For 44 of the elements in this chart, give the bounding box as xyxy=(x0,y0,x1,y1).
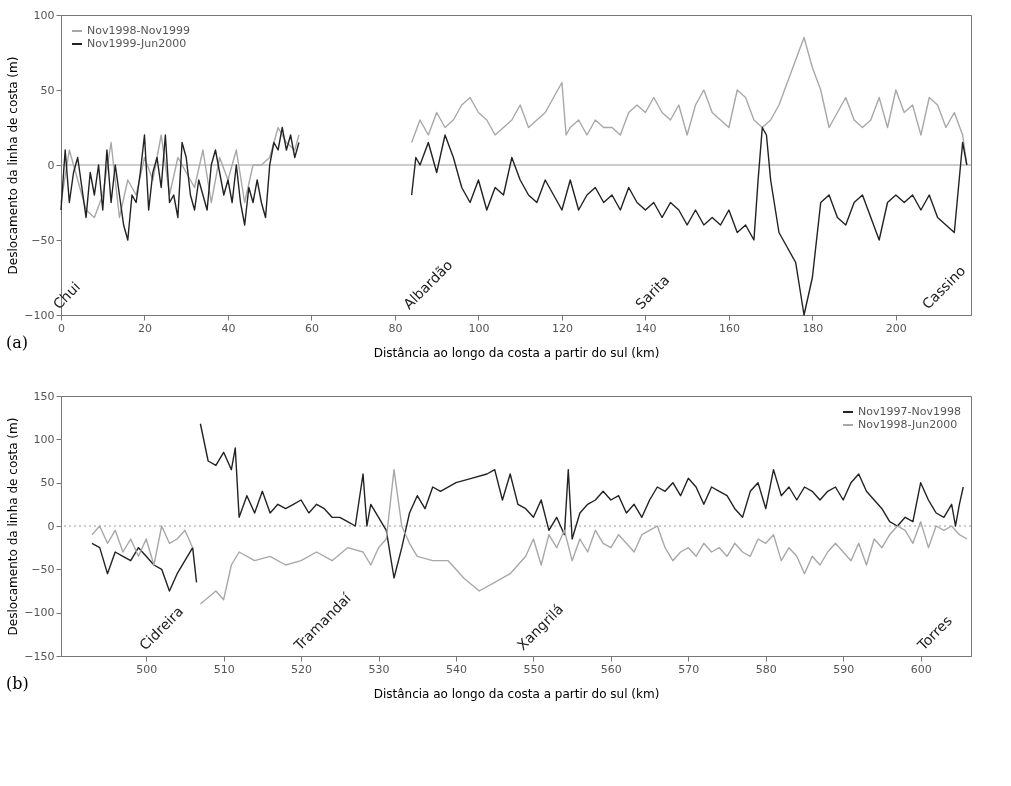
legend-label: Nov1998-Jun2000 xyxy=(858,418,958,431)
x-tick-label: 560 xyxy=(600,662,622,676)
legend-label: Nov1998-Nov1999 xyxy=(87,24,190,37)
x-tick-label: 580 xyxy=(755,662,777,676)
x-tick-label: 0 xyxy=(58,321,65,335)
y-tick-label: 100 xyxy=(33,432,55,446)
x-tick-label: 540 xyxy=(445,662,467,676)
x-tick-label: 520 xyxy=(291,662,313,676)
x-tick-label: 80 xyxy=(388,321,403,335)
x-axis-title: Distância ao longo da costa a partir do sul (km) xyxy=(373,345,660,360)
x-tick-label: 160 xyxy=(718,321,740,335)
x-tick-label: 590 xyxy=(833,662,855,676)
y-tick-label: 50 xyxy=(40,83,55,97)
x-axis-title: Distância ao longo da costa a partir do sul (km) xyxy=(373,686,660,701)
y-tick-label: 50 xyxy=(40,476,55,490)
x-tick-label: 530 xyxy=(368,662,390,676)
x-tick-label: 200 xyxy=(885,321,907,335)
y-tick-label: 0 xyxy=(47,158,55,172)
x-tick-label: 60 xyxy=(304,321,319,335)
y-tick-label: −50 xyxy=(31,562,55,576)
y-tick-label: −100 xyxy=(24,606,55,620)
x-tick-label: 550 xyxy=(523,662,545,676)
x-tick-label: 570 xyxy=(678,662,700,676)
x-tick-label: 100 xyxy=(468,321,490,335)
x-tick-label: 120 xyxy=(551,321,573,335)
y-tick-label: 0 xyxy=(47,519,55,533)
y-tick-label: 150 xyxy=(33,389,55,403)
x-tick-label: 180 xyxy=(802,321,824,335)
y-axis-title: Deslocamento da linha de costa (m) xyxy=(6,56,21,275)
x-tick-label: 510 xyxy=(213,662,235,676)
text: (a) xyxy=(6,333,29,352)
legend-label: Nov1999-Jun2000 xyxy=(87,37,187,50)
text: (b) xyxy=(6,674,29,693)
y-tick-label: −100 xyxy=(24,308,55,322)
x-tick-label: 500 xyxy=(136,662,158,676)
x-tick-label: 20 xyxy=(137,321,152,335)
legend-label: Nov1997-Nov1998 xyxy=(858,405,961,418)
y-axis-title: Deslocamento da linha de costa (m) xyxy=(6,417,21,636)
y-tick-label: −50 xyxy=(31,233,55,247)
y-tick-label: −150 xyxy=(24,649,55,663)
x-tick-label: 140 xyxy=(635,321,657,335)
x-tick-label: 600 xyxy=(910,662,932,676)
y-tick-label: 100 xyxy=(33,8,55,22)
x-tick-label: 40 xyxy=(221,321,236,335)
